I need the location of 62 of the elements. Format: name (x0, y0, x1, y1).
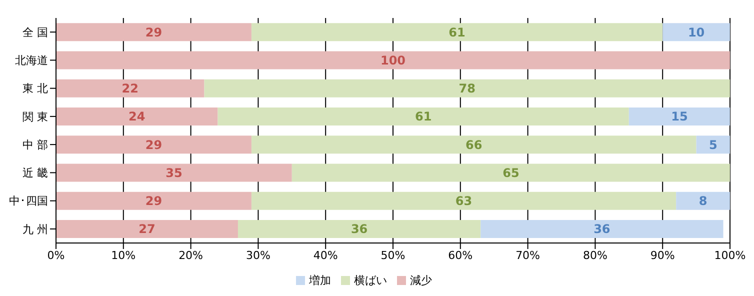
y-tick-label: 全 国 (22, 26, 48, 39)
data-label: 78 (458, 82, 476, 96)
data-label: 66 (466, 138, 482, 152)
bar (56, 192, 252, 210)
data-label: 10 (688, 25, 705, 40)
x-tick-label: 30% (246, 248, 270, 262)
data-label: 29 (145, 194, 162, 208)
bar (292, 164, 730, 182)
data-label: 24 (128, 110, 146, 124)
data-label: 29 (145, 138, 162, 152)
bar (56, 164, 292, 182)
data-label: 15 (671, 110, 688, 124)
bar (628, 107, 730, 126)
bar (56, 220, 238, 238)
data-label: 35 (166, 166, 182, 180)
data-label: 63 (455, 194, 472, 208)
bar (238, 220, 481, 238)
data-label: 29 (145, 25, 162, 40)
y-tick-label: 近 畿 (22, 166, 48, 180)
legend-label: 増加 (309, 274, 331, 287)
x-tick-label: 90% (650, 248, 675, 262)
data-label: 61 (448, 25, 466, 40)
bar (56, 51, 730, 70)
bar (251, 23, 663, 42)
bar (218, 107, 629, 126)
data-label: 22 (122, 82, 138, 96)
data-label: 5 (708, 138, 718, 152)
bar (251, 136, 696, 154)
y-tick-label: 中 部 (22, 138, 48, 152)
data-label: 27 (138, 222, 156, 236)
bar (56, 23, 252, 42)
data-label: 36 (594, 222, 610, 236)
data-label: 61 (414, 110, 432, 124)
x-tick-label: 10% (111, 248, 136, 262)
x-tick-label: 40% (313, 248, 338, 262)
legend-label: 横ばい (354, 274, 387, 287)
bar (480, 220, 724, 238)
y-tick-label: 東 北 (22, 82, 48, 96)
bar (696, 136, 730, 154)
bar (204, 79, 730, 98)
y-tick-label: 中･四国 (9, 194, 48, 208)
data-label: 100 (380, 53, 406, 68)
x-tick-label: 60% (448, 248, 473, 262)
x-tick-label: 80% (582, 248, 608, 262)
bar (56, 107, 218, 126)
legend-label: 減少 (410, 274, 432, 287)
data-label: 8 (698, 194, 708, 208)
bar (662, 23, 730, 42)
bar (676, 192, 730, 210)
x-tick-label: 20% (178, 248, 204, 262)
x-tick-label: 50% (380, 248, 406, 262)
y-tick-label: 九 州 (22, 222, 48, 236)
x-tick-label: 100% (714, 248, 746, 262)
data-label: 65 (502, 166, 520, 180)
y-tick-label: 関 東 (22, 110, 48, 124)
y-tick-label: 北海道 (15, 54, 48, 68)
bar (56, 136, 252, 154)
data-label: 36 (350, 222, 368, 236)
x-tick-label: 0% (47, 248, 65, 262)
bar (56, 79, 204, 98)
x-tick-label: 70% (516, 248, 540, 262)
bar (251, 192, 676, 210)
